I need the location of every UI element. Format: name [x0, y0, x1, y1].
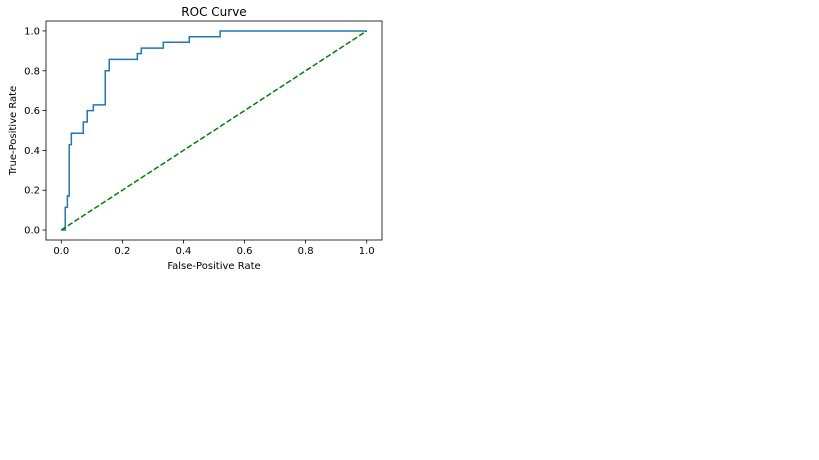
x-tick-label: 1.0: [359, 246, 375, 257]
y-tick-label: 1.0: [24, 26, 40, 37]
x-tick-label: 0.6: [237, 246, 253, 257]
chance-diagonal-line: [60, 30, 368, 231]
plot-frame: [45, 20, 383, 241]
y-tick-label: 0.6: [24, 106, 40, 117]
y-axis: 0.0 0.2 0.4 0.6 0.8 1.0: [24, 26, 46, 237]
x-tick-label: 0.4: [176, 246, 192, 257]
y-tick-label: 0.8: [24, 66, 40, 77]
plot-area: [60, 30, 368, 231]
x-axis: 0.0 0.2 0.4 0.6 0.8 1.0: [53, 240, 375, 257]
x-tick-label: 0.8: [298, 246, 314, 257]
y-tick-label: 0.2: [24, 186, 40, 197]
x-axis-label: False-Positive Rate: [167, 261, 260, 272]
y-tick-label: 0.4: [24, 146, 40, 157]
chart-title: ROC Curve: [181, 5, 246, 19]
y-tick-label: 0.0: [24, 226, 40, 237]
x-tick-label: 0.0: [53, 246, 69, 257]
x-tick-label: 0.2: [114, 246, 130, 257]
roc-curve-line: [61, 30, 367, 231]
y-axis-label: True-Positive Rate: [8, 86, 19, 177]
